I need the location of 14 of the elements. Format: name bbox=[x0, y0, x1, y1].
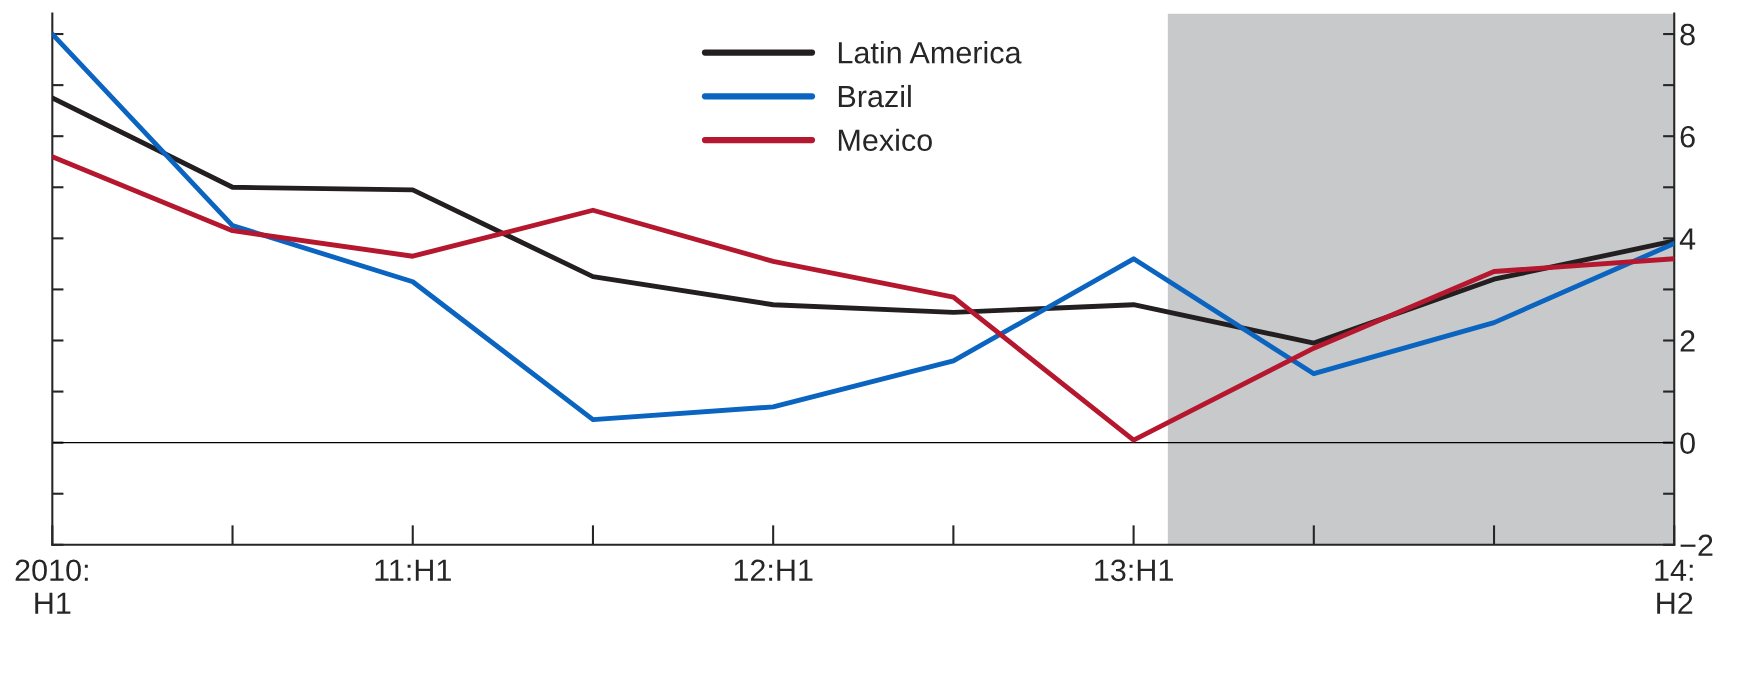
y-tick-label: 6 bbox=[1680, 125, 1695, 148]
y-tick-label: 2 bbox=[1680, 330, 1695, 352]
legend-label: Latin America bbox=[838, 41, 1022, 64]
y-tick-label: 8 bbox=[1680, 23, 1695, 46]
y-tick-label: 4 bbox=[1679, 228, 1696, 250]
y-tick-label: 0 bbox=[1680, 432, 1695, 455]
x-tick-label: 12:H1 bbox=[734, 559, 813, 581]
x-tick-label: 11:H1 bbox=[375, 559, 451, 581]
legend-label: Mexico bbox=[838, 128, 932, 152]
x-tick-label: 2010: H1 bbox=[15, 559, 88, 614]
y-tick-label: −2 bbox=[1680, 534, 1713, 556]
x-tick-label: 13:H1 bbox=[1095, 559, 1173, 582]
legend-label: Brazil bbox=[838, 84, 911, 108]
x-tick-label: 14: H2 bbox=[1655, 559, 1693, 614]
